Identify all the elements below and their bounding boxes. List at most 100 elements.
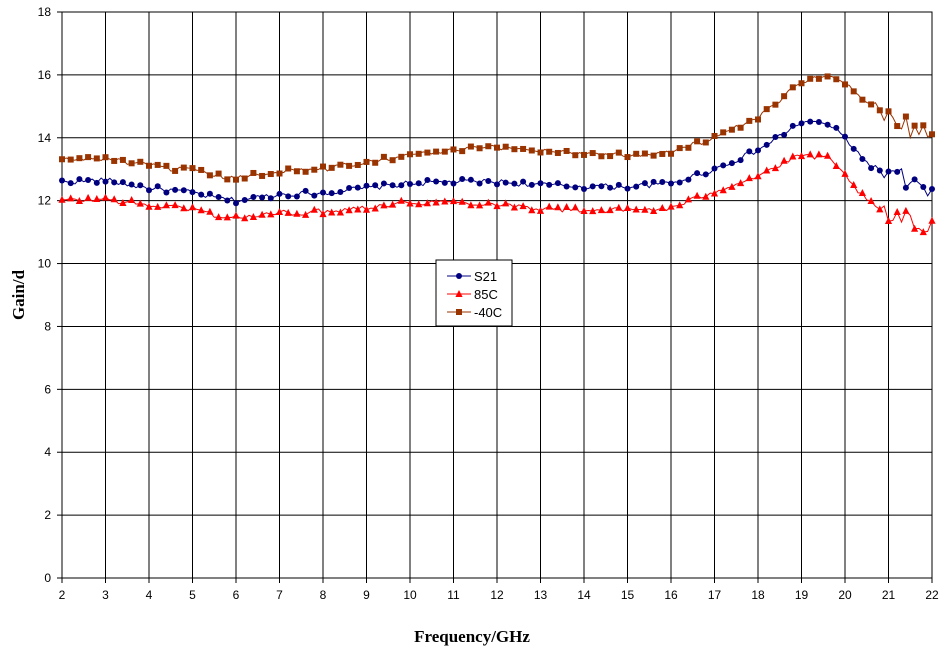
series-group	[58, 73, 936, 236]
data-point	[415, 150, 422, 157]
series-85C	[58, 150, 936, 236]
data-point	[781, 93, 788, 100]
data-point	[354, 205, 362, 213]
data-point	[76, 155, 83, 162]
data-point	[380, 201, 388, 209]
data-point	[275, 207, 284, 215]
data-point	[215, 170, 222, 177]
data-point	[467, 143, 474, 150]
data-point	[128, 196, 136, 204]
data-point	[328, 190, 335, 197]
legend-label: S21	[474, 269, 497, 284]
x-tick-label: 11	[447, 588, 460, 602]
data-point	[676, 201, 684, 209]
data-point	[119, 198, 127, 206]
data-point	[389, 200, 397, 208]
data-point	[136, 199, 144, 207]
data-point	[563, 183, 570, 190]
data-point	[363, 182, 370, 189]
data-point	[510, 203, 518, 211]
data-point	[189, 189, 196, 196]
data-point	[163, 162, 170, 169]
data-point	[771, 164, 779, 172]
data-point	[224, 176, 231, 183]
x-tick-label: 18	[751, 588, 765, 602]
data-point	[563, 203, 571, 211]
data-point	[694, 170, 701, 177]
data-point	[815, 150, 823, 158]
data-point	[581, 186, 587, 193]
data-point	[450, 146, 457, 153]
data-point	[650, 152, 657, 159]
x-tick-label: 4	[146, 588, 153, 602]
data-point	[110, 195, 118, 203]
x-tick-label: 8	[320, 588, 327, 602]
legend-box	[435, 259, 513, 327]
data-point	[311, 192, 318, 199]
data-point	[728, 126, 735, 133]
data-point	[589, 150, 596, 157]
data-point	[607, 153, 614, 160]
data-point	[789, 122, 796, 129]
data-point	[572, 184, 579, 191]
data-point	[172, 167, 179, 174]
data-point	[258, 210, 266, 218]
data-point	[624, 185, 631, 192]
data-point	[67, 194, 75, 202]
data-point	[250, 169, 257, 176]
data-point	[833, 124, 840, 131]
data-point	[102, 178, 109, 185]
data-point	[372, 182, 379, 189]
data-point	[781, 131, 788, 138]
y-tick-label: 0	[44, 571, 51, 585]
data-point	[415, 180, 422, 187]
data-point	[59, 177, 65, 184]
data-point	[93, 155, 100, 162]
data-point	[424, 177, 431, 184]
data-point	[545, 202, 553, 210]
data-point	[711, 132, 718, 139]
data-point	[259, 172, 266, 179]
data-point	[249, 213, 257, 221]
data-point	[432, 198, 440, 206]
data-point	[407, 151, 413, 158]
data-point	[520, 145, 527, 152]
data-point	[441, 197, 449, 205]
data-point	[702, 139, 709, 146]
data-point	[772, 134, 779, 141]
data-point	[633, 150, 640, 157]
data-point	[328, 208, 336, 216]
data-point	[745, 174, 753, 182]
data-point	[798, 120, 805, 127]
data-point	[598, 183, 605, 190]
data-point	[755, 147, 761, 154]
data-point	[502, 179, 509, 186]
data-point	[511, 146, 518, 153]
data-point	[929, 186, 935, 193]
data-point	[320, 189, 326, 196]
data-point	[259, 194, 266, 201]
data-point	[502, 199, 510, 207]
data-point	[223, 213, 231, 221]
data-point	[302, 210, 310, 218]
data-point	[346, 162, 353, 169]
data-point	[345, 206, 353, 214]
data-point	[93, 195, 101, 203]
legend-item: 85C	[447, 287, 498, 302]
data-point	[241, 175, 248, 182]
x-tick-label: 7	[276, 588, 283, 602]
data-point	[606, 206, 614, 214]
data-point	[632, 205, 640, 213]
data-point	[537, 180, 544, 187]
data-point	[336, 208, 344, 216]
data-point	[163, 189, 170, 196]
x-tick-label: 19	[795, 588, 809, 602]
y-tick-label: 2	[44, 508, 51, 522]
x-tick-label: 14	[577, 588, 591, 602]
data-point	[911, 122, 918, 129]
data-point	[546, 181, 553, 188]
series--40C	[59, 73, 935, 183]
data-point	[667, 202, 675, 210]
data-point	[494, 181, 500, 188]
